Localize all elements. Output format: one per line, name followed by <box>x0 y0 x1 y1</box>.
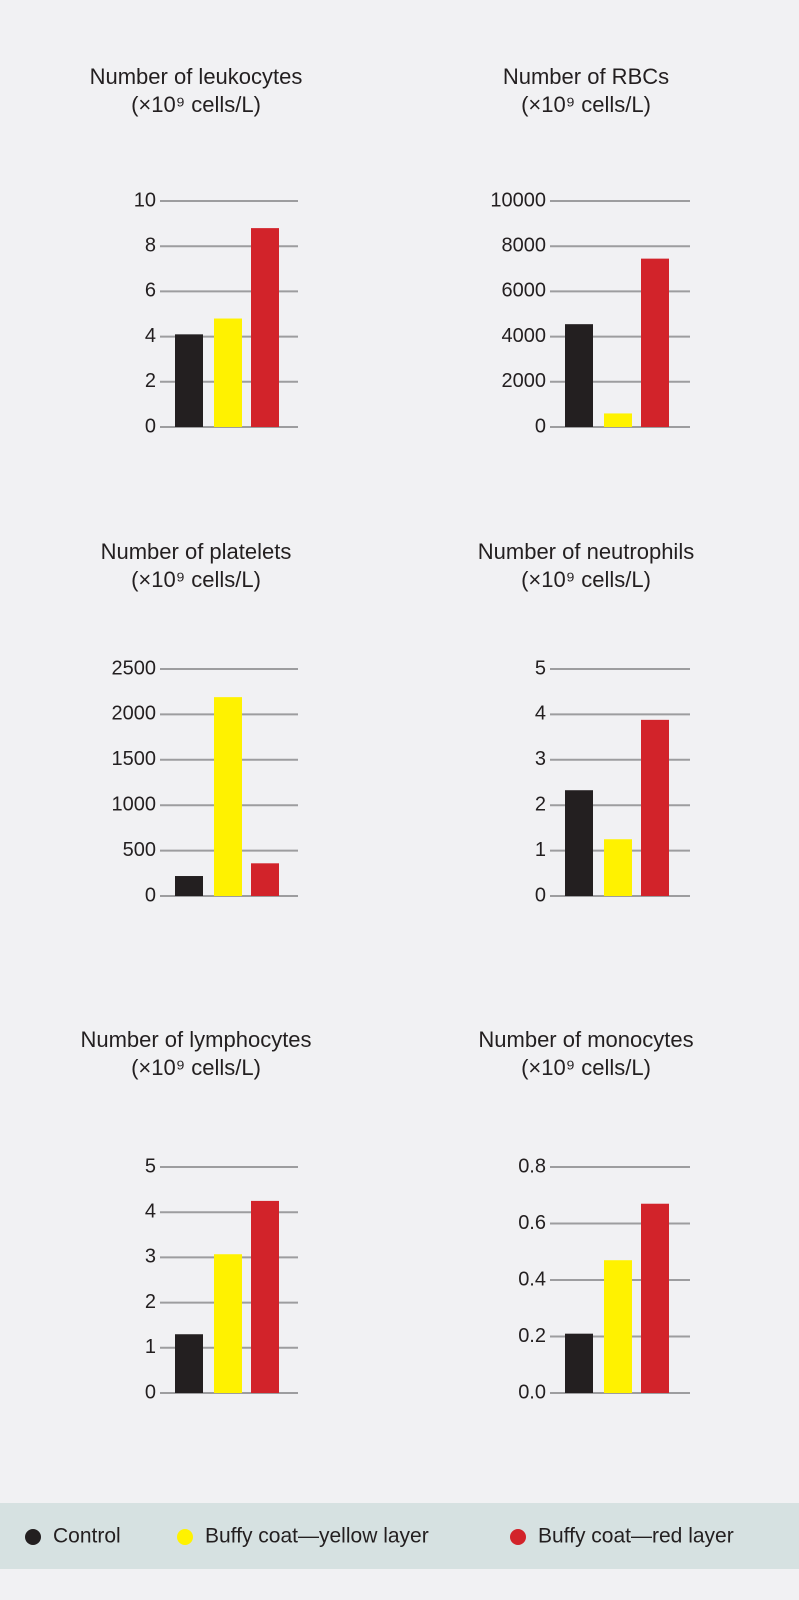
y-tick-label: 0 <box>145 415 156 437</box>
legend-band <box>0 1503 799 1569</box>
legend-label: Control <box>53 1525 121 1548</box>
y-tick-label: 1 <box>145 1336 156 1358</box>
bar <box>604 1260 632 1393</box>
chart-title: Number of monocytes <box>478 1027 693 1052</box>
bar <box>641 258 669 427</box>
chart-subtitle: (×10⁹ cells/L) <box>131 92 261 117</box>
y-tick-label: 0.0 <box>518 1381 546 1403</box>
y-tick-label: 0.2 <box>518 1325 546 1347</box>
y-tick-label: 8000 <box>502 234 547 256</box>
y-tick-label: 0 <box>145 1381 156 1403</box>
y-tick-label: 2 <box>535 793 546 815</box>
y-tick-label: 0.4 <box>518 1268 546 1290</box>
chart-subtitle: (×10⁹ cells/L) <box>521 92 651 117</box>
bar <box>565 324 593 427</box>
y-tick-label: 0.6 <box>518 1212 546 1234</box>
legend-label: Buffy coat—red layer <box>538 1525 734 1548</box>
bar <box>251 863 279 896</box>
bar <box>214 318 242 427</box>
chart-title: Number of leukocytes <box>90 64 303 89</box>
y-tick-label: 1 <box>535 839 546 861</box>
y-tick-label: 2 <box>145 1291 156 1313</box>
y-tick-label: 3 <box>145 1246 156 1268</box>
chart-subtitle: (×10⁹ cells/L) <box>131 1055 261 1080</box>
y-tick-label: 2000 <box>502 370 547 392</box>
chart-title: Number of RBCs <box>503 64 669 89</box>
bar <box>641 1203 669 1393</box>
y-tick-label: 4 <box>145 1200 156 1222</box>
y-tick-label: 10 <box>134 189 156 211</box>
bar <box>251 228 279 427</box>
y-tick-label: 6000 <box>502 280 547 302</box>
y-tick-label: 10000 <box>490 189 546 211</box>
y-tick-label: 4 <box>145 325 156 347</box>
bar <box>565 1333 593 1393</box>
legend-marker <box>177 1529 193 1545</box>
chart-title: Number of platelets <box>101 539 292 564</box>
chart-subtitle: (×10⁹ cells/L) <box>521 1055 651 1080</box>
y-tick-label: 6 <box>145 280 156 302</box>
bar <box>214 1254 242 1393</box>
y-tick-label: 4000 <box>502 325 547 347</box>
chart-subtitle: (×10⁹ cells/L) <box>521 567 651 592</box>
bar <box>251 1200 279 1393</box>
y-tick-label: 2500 <box>112 657 157 679</box>
legend-label: Buffy coat—yellow layer <box>205 1525 429 1548</box>
y-tick-label: 0 <box>535 415 546 437</box>
y-tick-label: 2 <box>145 370 156 392</box>
y-tick-label: 0.8 <box>518 1155 546 1177</box>
y-tick-label: 1500 <box>112 748 157 770</box>
y-tick-label: 0 <box>145 884 156 906</box>
bar <box>175 1334 203 1393</box>
chart-title: Number of lymphocytes <box>80 1027 311 1052</box>
bar <box>565 790 593 896</box>
y-tick-label: 1000 <box>112 793 157 815</box>
legend-marker <box>510 1529 526 1545</box>
bar <box>175 876 203 896</box>
bar <box>604 413 632 427</box>
chart-title: Number of neutrophils <box>478 539 694 564</box>
bar <box>214 697 242 896</box>
bar <box>604 839 632 896</box>
y-tick-label: 4 <box>535 703 546 725</box>
legend-marker <box>25 1529 41 1545</box>
y-tick-label: 3 <box>535 748 546 770</box>
y-tick-label: 500 <box>123 839 156 861</box>
y-tick-label: 0 <box>535 884 546 906</box>
y-tick-label: 8 <box>145 234 156 256</box>
bar <box>175 334 203 427</box>
bar <box>641 719 669 896</box>
y-tick-label: 5 <box>145 1155 156 1177</box>
y-tick-label: 2000 <box>112 703 157 725</box>
chart-subtitle: (×10⁹ cells/L) <box>131 567 261 592</box>
y-tick-label: 5 <box>535 657 546 679</box>
